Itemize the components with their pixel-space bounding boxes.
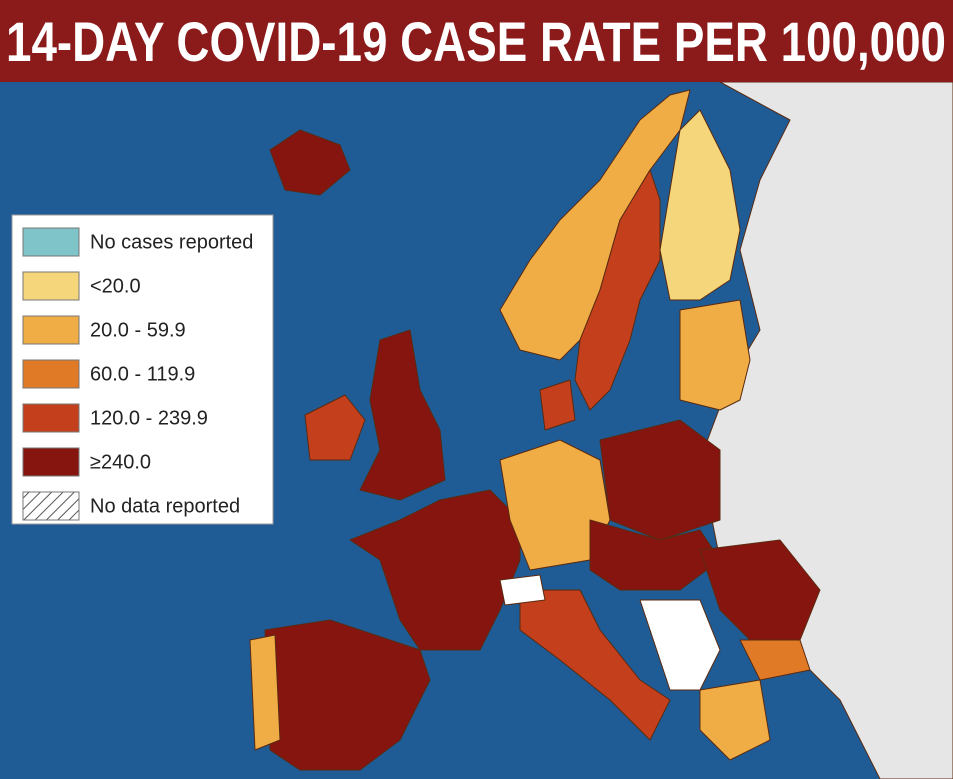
poland bbox=[599, 419, 721, 541]
land-regions bbox=[249, 81, 953, 779]
legend-swatch bbox=[22, 315, 80, 345]
switzerland bbox=[499, 574, 546, 606]
finland bbox=[659, 109, 741, 301]
legend-swatch bbox=[22, 447, 80, 477]
spain bbox=[264, 619, 431, 771]
title-bar bbox=[0, 0, 953, 82]
legend-label: No cases reported bbox=[90, 231, 253, 253]
legend-swatch bbox=[22, 227, 80, 257]
legend-label: 20.0 - 59.9 bbox=[90, 319, 186, 341]
legend-swatch bbox=[22, 359, 80, 389]
legend-label: No data reported bbox=[90, 495, 240, 517]
legend-swatch bbox=[22, 491, 80, 521]
central-europe bbox=[589, 519, 721, 591]
ireland bbox=[304, 394, 366, 461]
legend-swatch bbox=[22, 271, 80, 301]
baltics bbox=[679, 299, 751, 411]
title: 14-DAY COVID-19 CASE RATE PER 100,000 bbox=[6, 10, 946, 73]
greece bbox=[699, 679, 771, 761]
legend-label: <20.0 bbox=[90, 275, 141, 297]
sweden bbox=[574, 169, 661, 411]
legend-label: 60.0 - 119.9 bbox=[90, 363, 195, 385]
legend-swatch bbox=[22, 403, 80, 433]
denmark bbox=[539, 379, 576, 431]
bulgaria bbox=[739, 639, 811, 681]
great-britain bbox=[359, 329, 446, 501]
balkans bbox=[639, 599, 721, 691]
italy bbox=[519, 589, 671, 741]
legend-label: ≥240.0 bbox=[90, 451, 151, 473]
iceland bbox=[269, 129, 351, 196]
legend-label: 120.0 - 239.9 bbox=[90, 407, 208, 429]
legend: No cases reported <20.0 20.0 - 59.9 60.0 - … bbox=[11, 214, 274, 525]
portugal bbox=[249, 634, 281, 751]
